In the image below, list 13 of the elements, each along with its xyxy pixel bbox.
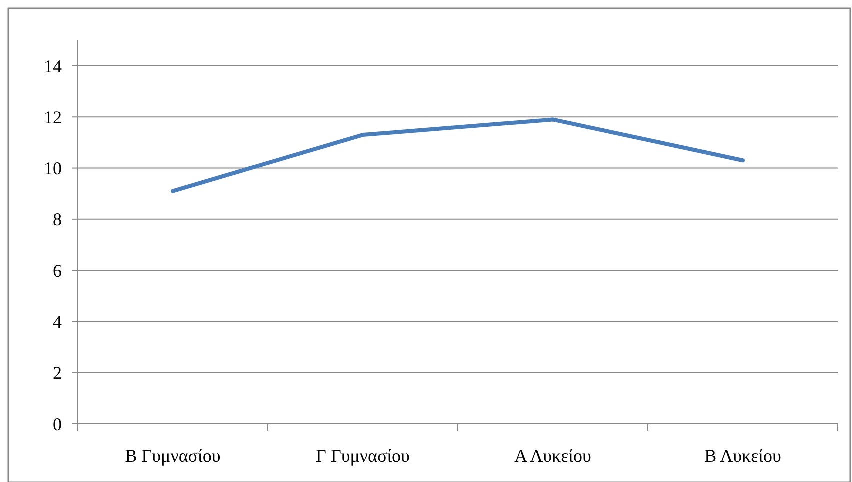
y-tick-label: 0	[53, 414, 62, 434]
x-tick-label: Α Λυκείου	[514, 446, 592, 466]
y-tick-label: 8	[53, 210, 62, 230]
x-tick-label: Β Γυμνασίου	[125, 446, 221, 466]
y-tick-label: 10	[44, 158, 62, 179]
x-tick-label: Β Λυκείου	[704, 446, 782, 466]
y-tick-label: 2	[53, 363, 62, 384]
y-tick-label: 4	[53, 312, 62, 332]
y-tick-label: 6	[53, 260, 62, 281]
line-series	[171, 118, 745, 194]
y-tick-label: 12	[44, 107, 62, 128]
x-tick-label: Γ Γυμνασίου	[316, 446, 410, 466]
y-tick-label: 14	[44, 56, 62, 76]
